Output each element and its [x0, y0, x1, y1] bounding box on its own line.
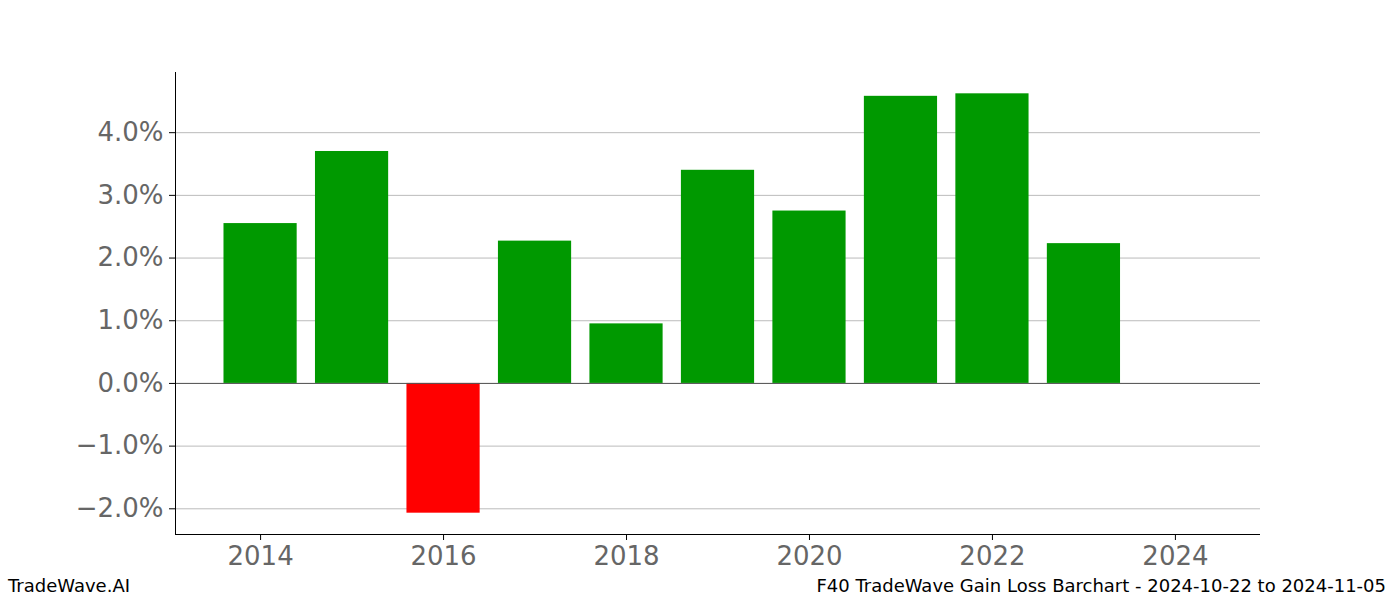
svg-text:4.0%: 4.0% [97, 117, 163, 147]
svg-text:0.0%: 0.0% [97, 368, 163, 398]
svg-text:2014: 2014 [227, 541, 293, 571]
html-text:F40 TradeWave Gain Loss Barcha: F40 TradeWave Gain Loss Barchart - 2024-… [816, 575, 1386, 596]
svg-text:2016: 2016 [410, 541, 476, 571]
svg-text:1.0%: 1.0% [97, 305, 163, 335]
svg-text:2.0%: 2.0% [97, 242, 163, 272]
svg-text:−2.0%: −2.0% [76, 493, 164, 523]
svg-text:2024: 2024 [1142, 541, 1208, 571]
svg-text:2020: 2020 [776, 541, 842, 571]
svg-text:2018: 2018 [593, 541, 659, 571]
svg-text:3.0%: 3.0% [97, 180, 163, 210]
svg-text:−1.0%: −1.0% [76, 430, 164, 460]
svg-text:2022: 2022 [959, 541, 1025, 571]
html-text:TradeWave.AI: TradeWave.AI [8, 575, 130, 596]
